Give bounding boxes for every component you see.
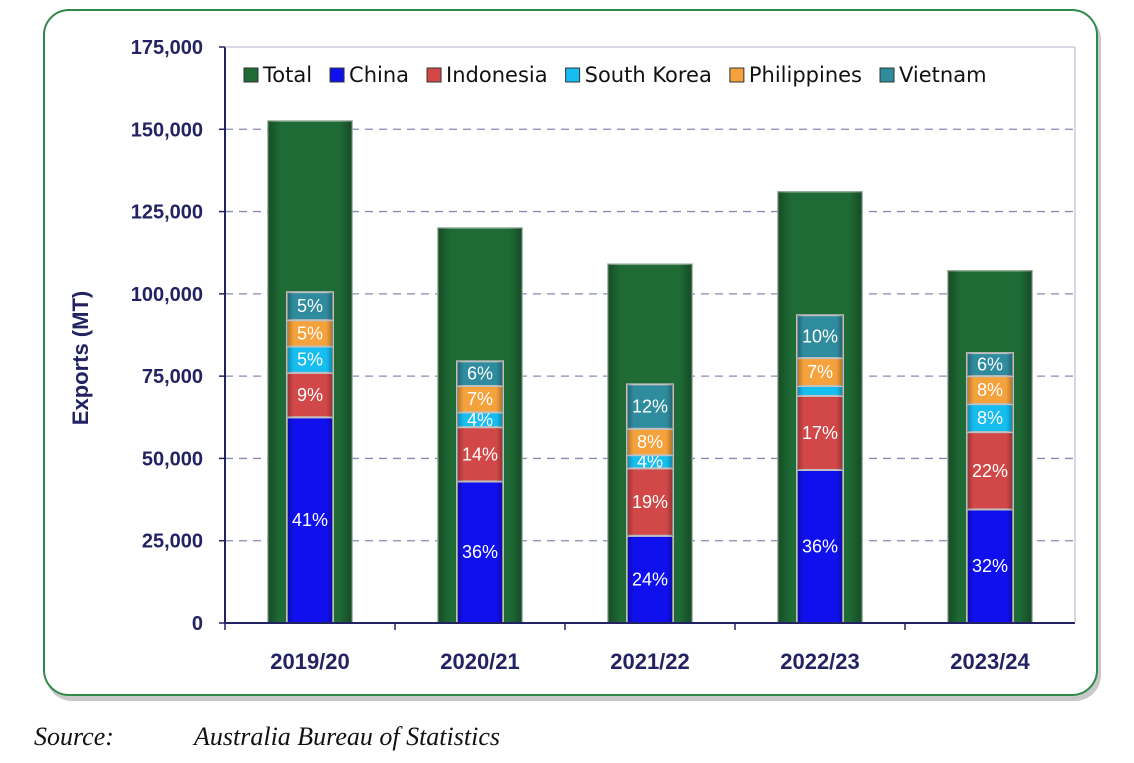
data-label: 12% <box>632 397 668 417</box>
bar-segment-shade <box>967 509 1013 623</box>
bar-segment-shade <box>797 395 843 470</box>
data-label: 4% <box>637 452 663 472</box>
data-label: 36% <box>462 542 498 562</box>
y-tick-label: 0 <box>192 613 203 635</box>
bar-segment-shade <box>287 292 333 321</box>
legend-label: Philippines <box>749 63 862 87</box>
bar-segment-shade <box>627 455 673 469</box>
source-note: Source: Australia Bureau of Statistics <box>34 722 934 756</box>
legend-label: Vietnam <box>899 63 987 87</box>
y-tick-label: 75,000 <box>142 366 203 388</box>
data-label: 19% <box>632 492 668 512</box>
bar-segment-shade <box>287 346 333 373</box>
legend-swatch <box>879 67 895 83</box>
legend: Total China Indonesia South Korea Philippine… <box>243 63 987 87</box>
data-label: 32% <box>972 556 1008 576</box>
bar-segment-shade <box>287 417 333 623</box>
bar-segment-shade <box>967 376 1013 405</box>
legend-swatch <box>329 67 345 83</box>
x-tick-label: 2019/20 <box>270 649 350 674</box>
bar-segment-shade <box>457 361 503 387</box>
data-label: 5% <box>297 296 323 316</box>
data-label: 22% <box>972 461 1008 481</box>
bar-segment-shade <box>457 427 503 482</box>
y-tick-label: 50,000 <box>142 448 203 470</box>
data-label: 4% <box>467 410 493 430</box>
data-label: 8% <box>637 432 663 452</box>
data-label: 7% <box>467 389 493 409</box>
bar-segment-shade <box>967 404 1013 433</box>
legend-label: South Korea <box>585 63 712 87</box>
data-label: 7% <box>807 362 833 382</box>
y-tick-label: 125,000 <box>131 202 203 224</box>
legend-swatch <box>243 67 259 83</box>
bar-segment-shade <box>287 372 333 418</box>
bar-segment-shade <box>457 386 503 413</box>
bar-segment-shade <box>457 481 503 623</box>
bar-segment-shade <box>287 320 333 347</box>
legend-swatch <box>426 67 442 83</box>
source-value: Australia Bureau of Statistics <box>194 722 500 751</box>
y-tick-label: 150,000 <box>131 119 203 141</box>
data-label: 14% <box>462 444 498 464</box>
data-label: 5% <box>297 350 323 370</box>
legend-swatch <box>565 67 581 83</box>
bar-segment-shade <box>967 353 1013 377</box>
data-label: 5% <box>297 323 323 343</box>
bar-segment-shade <box>797 358 843 387</box>
legend-label: China <box>349 63 409 87</box>
x-tick-label: 2020/21 <box>440 649 520 674</box>
bar-segment-shade <box>967 432 1013 510</box>
source-label: Source: <box>34 722 114 751</box>
data-label: 9% <box>297 385 323 405</box>
bar-segment-shade <box>627 428 673 456</box>
bar-segment-shade <box>627 468 673 536</box>
data-label: 24% <box>632 569 668 589</box>
data-label: 36% <box>802 536 838 556</box>
bars: 41%9%5%5%5%36%14%4%7%6%24%19%4%8%12%36%1… <box>267 120 1033 625</box>
data-label: 41% <box>292 510 328 530</box>
legend-label: Indonesia <box>446 63 548 87</box>
legend-swatch <box>729 67 745 83</box>
x-tick-label: 2023/24 <box>950 649 1030 674</box>
data-label: 6% <box>467 364 493 384</box>
data-label: 6% <box>977 355 1003 375</box>
y-axis-title: Exports (MT) <box>68 291 93 425</box>
bar-segment-shade <box>457 412 503 428</box>
stacked-bar-chart: 41%9%5%5%5%36%14%4%7%6%24%19%4%8%12%36%1… <box>68 37 1076 674</box>
bar-segment-shade <box>627 535 673 623</box>
axes: 0 25,000 50,000 75,000 100,000 125,000 150,000… <box>131 37 1076 674</box>
bar-segment-shade <box>627 384 673 429</box>
legend-label: Total <box>262 63 312 87</box>
bar-segment-shade <box>797 315 843 359</box>
data-label: 8% <box>977 380 1003 400</box>
y-tick-label: 25,000 <box>142 531 203 553</box>
bar-segment-shade <box>797 386 843 396</box>
data-label: 17% <box>802 423 838 443</box>
y-tick-label: 175,000 <box>131 37 203 59</box>
y-tick-label: 100,000 <box>131 284 203 306</box>
data-label: 8% <box>977 408 1003 428</box>
x-tick-label: 2022/23 <box>780 649 860 674</box>
x-tick-label: 2021/22 <box>610 649 690 674</box>
bar-segment-shade <box>797 469 843 623</box>
data-label: 10% <box>802 327 838 347</box>
chart-panel <box>43 9 1098 696</box>
